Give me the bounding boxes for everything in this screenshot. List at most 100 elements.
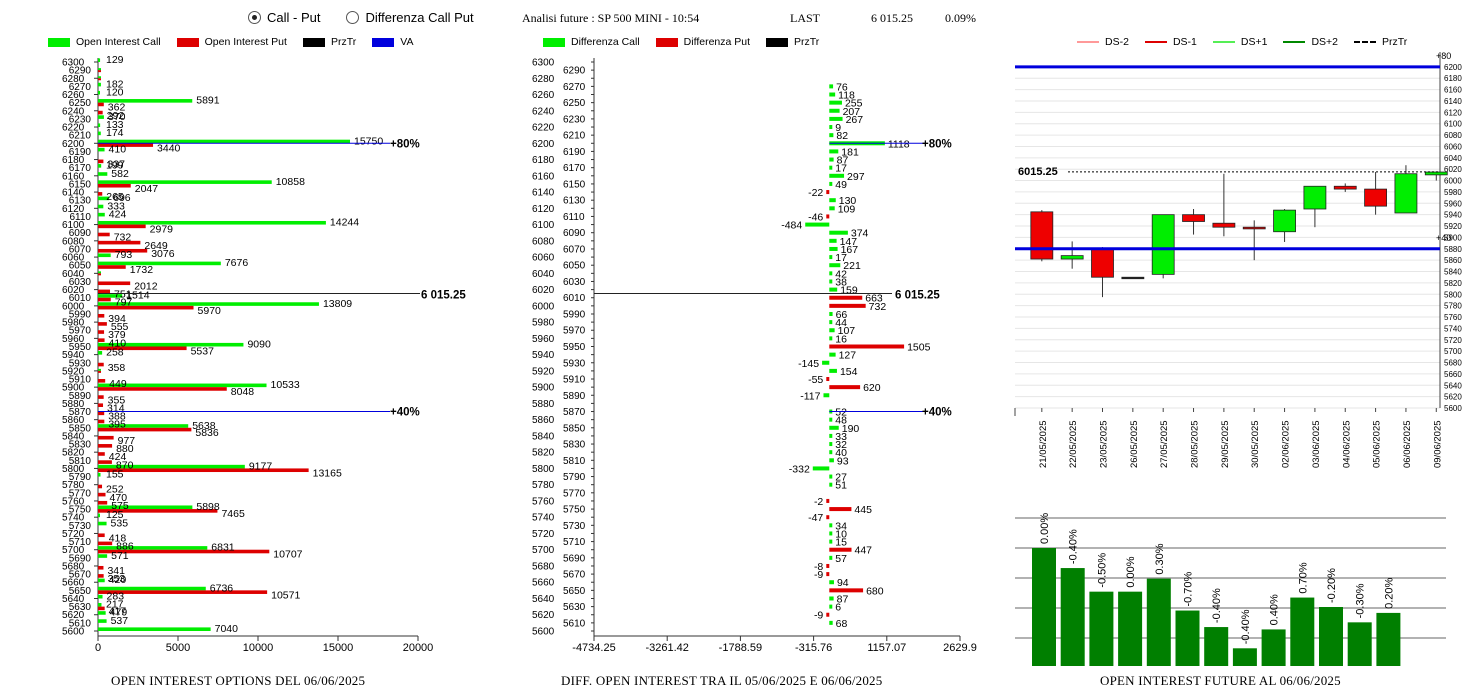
oi-y-tick-label: 6250 xyxy=(69,98,92,109)
oi-put-bar xyxy=(98,281,131,286)
oi-put-value-label: 2012 xyxy=(134,280,158,292)
oi-call-bar xyxy=(98,611,106,615)
diff-y-tick-label: 6060 xyxy=(532,253,555,264)
radio-selected-indicator xyxy=(248,11,261,24)
candle-body xyxy=(1030,211,1054,260)
diff-y-tick-label: 6300 xyxy=(532,58,555,69)
oi-call-value-label: 15750 xyxy=(354,135,383,147)
oi-call-bar xyxy=(98,131,101,136)
diff-bar xyxy=(829,230,848,235)
oi-x-tick-label: 5000 xyxy=(166,642,190,654)
oi-put-value-label: 555 xyxy=(111,321,129,333)
oi-y-tick-label: 5760 xyxy=(62,496,85,507)
candle-y-tick-label: 6000 xyxy=(1444,177,1462,186)
oi-put-value-label: 13165 xyxy=(313,467,342,479)
radio-call-put[interactable]: Call - Put xyxy=(248,10,320,25)
diff-y-tick-label: 6040 xyxy=(532,269,555,280)
oi-put-value-label: 3076 xyxy=(151,248,175,260)
oi-y-tick-label: 6020 xyxy=(62,285,85,296)
diff-y-tick-label: 6170 xyxy=(563,163,586,174)
oi-call-bar xyxy=(98,68,101,71)
oi-call-value-label: 7040 xyxy=(215,623,239,635)
oi-call-bar xyxy=(98,271,101,274)
candle-va-label: +80 xyxy=(1436,51,1451,61)
candle-va-label: +40 xyxy=(1436,233,1451,243)
future-bar-label: 0.20% xyxy=(1383,577,1395,608)
candle-y-tick-label: 5940 xyxy=(1444,211,1462,220)
candle-body xyxy=(1060,255,1084,260)
oi-call-value-label: 6831 xyxy=(211,542,235,554)
oi-put-bar xyxy=(98,224,146,229)
future-bar-label: -0.30% xyxy=(1355,583,1367,618)
oi-y-tick-label: 5850 xyxy=(69,423,92,434)
diff-value-label: 17 xyxy=(835,252,847,264)
candle-y-tick-label: 5880 xyxy=(1444,245,1462,254)
oi-y-tick-label: 5680 xyxy=(62,561,85,572)
candle-body xyxy=(1303,185,1327,210)
diff-bar xyxy=(829,604,833,609)
candle-y-tick-label: 6060 xyxy=(1444,142,1462,151)
diff-y-tick-label: 6130 xyxy=(563,196,586,207)
diff-bar xyxy=(829,547,852,552)
candle-y-tick-label: 6140 xyxy=(1444,97,1462,106)
oi-put-bar xyxy=(98,240,141,245)
diff-y-tick-label: 5780 xyxy=(532,480,555,491)
oi-y-tick-label: 5690 xyxy=(69,553,92,564)
diff-bar xyxy=(829,133,834,138)
footer-future: OPEN INTEREST FUTURE AL 06/06/2025 xyxy=(1100,673,1341,688)
diff-y-tick-label: 5910 xyxy=(563,375,586,386)
oi-call-bar xyxy=(98,139,350,144)
candle-y-tick-label: 5840 xyxy=(1444,268,1462,277)
oi-call-value-label: 199 xyxy=(106,160,124,172)
diff-y-tick-label: 6070 xyxy=(563,244,586,255)
candle-body xyxy=(1091,248,1114,278)
oi-put-value-label: 337 xyxy=(107,159,125,171)
diff-y-tick-label: 5710 xyxy=(563,537,586,548)
diff-y-tick-label: 6140 xyxy=(532,188,555,199)
oi-put-bar xyxy=(98,379,106,383)
oi-call-value-label: 9090 xyxy=(247,339,271,351)
diff-value-label: 82 xyxy=(836,130,848,142)
diff-y-tick-label: 5900 xyxy=(532,383,555,394)
oi-put-bar xyxy=(98,395,104,399)
oi-put-bar xyxy=(98,289,111,294)
oi-call-value-label: 793 xyxy=(115,249,133,261)
oi-put-value-label: 797 xyxy=(115,297,133,309)
oi-call-bar xyxy=(98,521,107,526)
oi-y-tick-label: 5920 xyxy=(62,366,85,377)
page-title: Analisi future : SP 500 MINI - 10:54 xyxy=(522,11,700,25)
oi-put-value-label: 341 xyxy=(107,565,125,577)
diff-y-tick-label: 5890 xyxy=(563,391,586,402)
candle-y-tick-label: 5700 xyxy=(1444,347,1462,356)
oi-y-tick-label: 5630 xyxy=(69,602,92,613)
oi-y-tick-label: 5600 xyxy=(62,627,85,638)
diff-value-label: 732 xyxy=(869,301,887,313)
diff-y-tick-label: 5660 xyxy=(532,578,555,589)
diff-y-tick-label: 5670 xyxy=(563,570,586,581)
diff-value-label: 48 xyxy=(835,415,847,427)
diff-y-tick-label: 5960 xyxy=(532,334,555,345)
diff-bar xyxy=(829,620,833,625)
oi-y-tick-label: 6230 xyxy=(69,114,92,125)
oi-call-value-label: 571 xyxy=(111,550,129,562)
diff-y-tick-label: 6220 xyxy=(532,123,555,134)
oi-put-value-label: 252 xyxy=(106,484,124,496)
diff-x-tick-label: -3261.42 xyxy=(645,642,688,654)
diff-bar xyxy=(829,531,833,536)
diff-bar xyxy=(829,555,833,560)
oi-y-tick-label: 6060 xyxy=(62,253,85,264)
diff-bar xyxy=(829,92,836,97)
oi-y-tick-label: 5770 xyxy=(69,488,92,499)
oi-call-bar xyxy=(98,472,101,477)
candle-body xyxy=(1182,214,1205,222)
oi-call-bar xyxy=(98,603,102,607)
diff-bar xyxy=(829,352,836,357)
oi-y-tick-label: 6290 xyxy=(69,66,92,77)
oi-y-tick-label: 5880 xyxy=(62,399,85,410)
candle-y-tick-label: 5780 xyxy=(1444,302,1462,311)
diff-y-tick-label: 6260 xyxy=(532,90,555,101)
radio-diff-call-put[interactable]: Differenza Call Put xyxy=(346,10,474,25)
diff-price-label: 6 015.25 xyxy=(895,289,940,301)
oi-put-value-label: 449 xyxy=(109,378,127,390)
